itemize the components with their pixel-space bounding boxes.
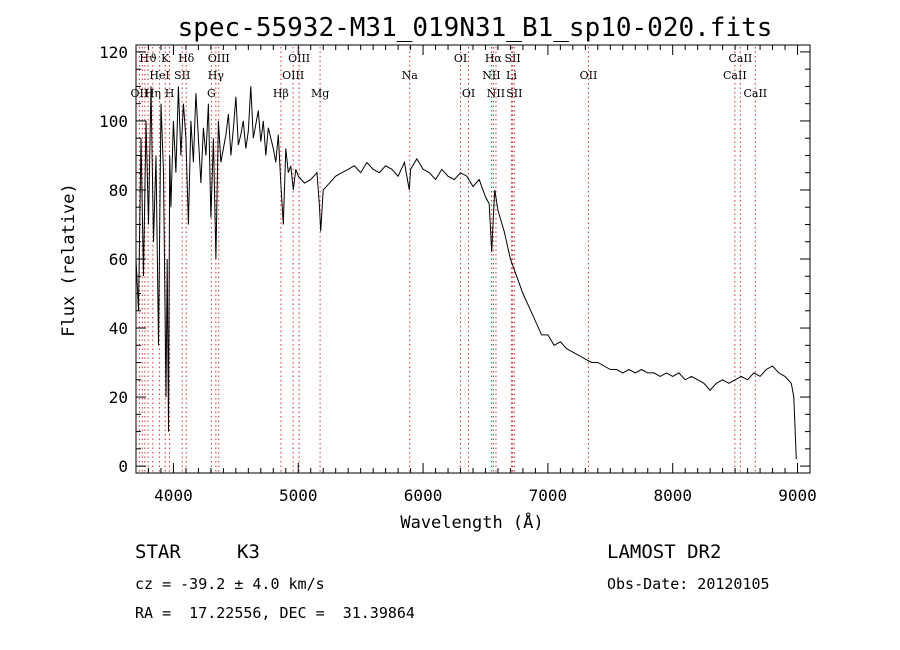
object-subclass: K3 — [237, 541, 260, 563]
spectrum-line — [135, 86, 797, 460]
line-id-label: OII — [580, 69, 598, 82]
line-id-label: CaII — [723, 69, 747, 82]
line-id-label: SII — [506, 87, 522, 100]
line-id-label: Hα — [485, 52, 503, 65]
line-id-label: H — [165, 87, 175, 100]
line-id-label: OII — [131, 87, 149, 100]
line-id-label: Hγ — [208, 69, 225, 82]
y-tick-label: 120 — [99, 43, 128, 62]
line-id-label: Mg — [311, 87, 329, 100]
line-id-label: G — [207, 87, 216, 100]
line-id-label: CaII — [743, 87, 767, 100]
y-tick-label: 0 — [118, 457, 128, 476]
x-tick-label: 6000 — [404, 486, 443, 505]
chart-title: spec-55932-M31_019N31_B1_sp10-020.fits — [178, 13, 773, 43]
y-tick-label: 60 — [109, 250, 128, 269]
line-id-label: Na — [402, 69, 419, 82]
line-id-label: OIII — [288, 52, 310, 65]
line-id-label: OI — [454, 52, 467, 65]
ra-dec: RA = 17.22556, DEC = 31.39864 — [135, 604, 415, 622]
survey-name: LAMOST DR2 — [607, 541, 722, 563]
object-class: STAR — [135, 541, 181, 563]
y-tick-label: 100 — [99, 112, 128, 131]
line-id-label: Hϑ — [139, 52, 157, 65]
line-id-label: OIII — [208, 52, 230, 65]
line-id-label: OI — [462, 87, 475, 100]
line-id-label: K — [161, 52, 170, 65]
y-tick-label: 80 — [109, 181, 128, 200]
line-id-label: SII — [504, 52, 520, 65]
x-tick-label: 9000 — [778, 486, 817, 505]
line-id-label: Li — [506, 69, 517, 82]
plot-frame — [135, 44, 811, 474]
x-tick-label: 7000 — [529, 486, 568, 505]
y-tick-label: 20 — [109, 388, 128, 407]
line-id-label: HeI — [149, 69, 169, 82]
line-id-label: NII — [487, 87, 505, 100]
obs-date: Obs-Date: 20120105 — [607, 575, 770, 593]
x-axis-label: Wavelength (Å) — [400, 511, 543, 533]
x-tick-label: 5000 — [279, 486, 318, 505]
line-id-label: Hβ — [273, 87, 289, 100]
x-axis-ticks: 4000 5000 6000 7000 8000 9000 — [135, 45, 817, 505]
line-id-label: Hη — [145, 87, 161, 100]
line-id-label: OIII — [282, 69, 304, 82]
line-markers — [138, 47, 756, 472]
line-id-label: NII — [482, 69, 500, 82]
x-tick-label: 4000 — [154, 486, 193, 505]
x-tick-label: 8000 — [653, 486, 692, 505]
y-axis-label: Flux (relative) — [59, 183, 79, 337]
redshift-cz: cz = -39.2 ± 4.0 km/s — [135, 575, 325, 593]
line-id-label: SII — [174, 69, 190, 82]
y-tick-label: 40 — [109, 319, 128, 338]
y-axis-ticks: 0 20 40 60 80 100 120 — [99, 43, 810, 476]
line-id-label: Hδ — [178, 52, 195, 65]
line-id-label: CaII — [729, 52, 753, 65]
